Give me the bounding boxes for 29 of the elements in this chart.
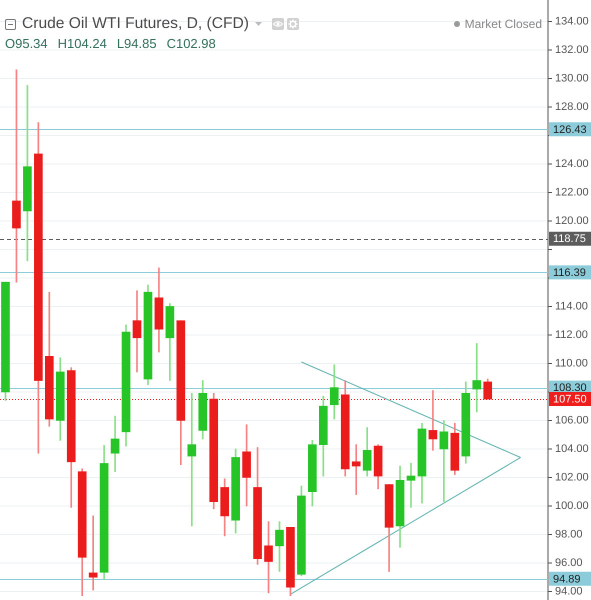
y-tick-label: 100.00 <box>555 500 589 512</box>
ref-line-label: 94.89 <box>553 573 581 586</box>
y-tick-label: 96.00 <box>555 556 583 569</box>
y-tick-label: 98.00 <box>555 528 583 540</box>
annotation: O95.34 <box>5 36 48 51</box>
y-tick-label: 106.00 <box>555 414 589 426</box>
annotation: L94.85 <box>116 36 157 51</box>
annotation: Market Closed <box>464 17 542 31</box>
y-tick-label: 124.00 <box>555 158 589 170</box>
text: Crude Oil WTI Futures, D, (CFD) <box>22 15 249 33</box>
ref-line-label: 116.39 <box>553 266 586 279</box>
y-tick-label: 134.00 <box>555 15 589 28</box>
ref-line-label: 118.75 <box>553 233 586 246</box>
ref-line-label: 108.30 <box>553 382 587 394</box>
y-tick-label: 112.00 <box>555 328 588 341</box>
y-tick-label: 122.00 <box>555 186 589 198</box>
y-tick-label: 102.00 <box>555 471 589 484</box>
y-tick-label: 104.00 <box>555 442 589 455</box>
y-tick-label: 130.00 <box>555 72 589 84</box>
y-tick-label: 114.00 <box>555 300 588 312</box>
y-tick-label: 128.00 <box>555 100 589 113</box>
y-tick-label: 132.00 <box>555 44 589 56</box>
y-tick-label: 94.00 <box>555 585 583 598</box>
ref-line-label: 126.43 <box>553 124 587 136</box>
y-tick-label: 120.00 <box>555 214 589 227</box>
y-tick-label: 110.00 <box>555 357 588 370</box>
annotation: C102.98 <box>166 36 216 51</box>
annotation: H104.24 <box>58 36 107 51</box>
ref-line-label: 107.50 <box>553 394 587 406</box>
